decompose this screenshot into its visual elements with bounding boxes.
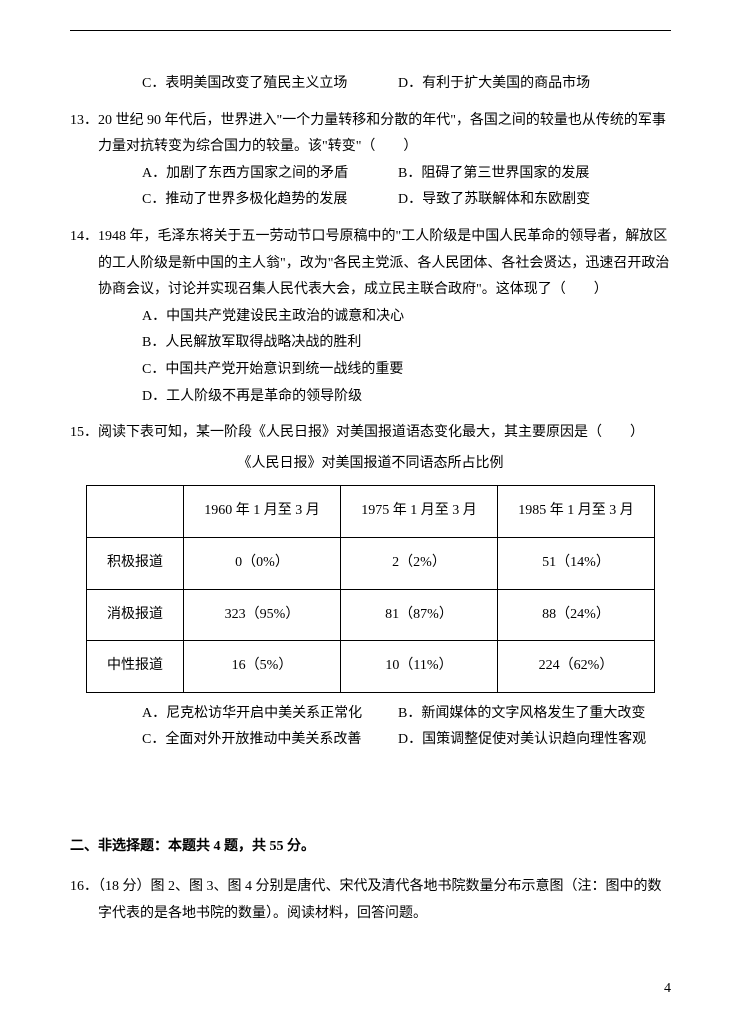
option-c: C．推动了世界多极化趋势的发展 (142, 187, 398, 214)
question-13: 13．20 世纪 90 年代后，世界进入"一个力量转移和分散的年代"，各国之间的… (70, 108, 671, 214)
page-number: 4 (664, 976, 671, 1003)
question-stem: 14．1948 年，毛泽东将关于五一劳动节口号原稿中的"工人阶级是中国人民革命的… (70, 224, 671, 304)
table-cell: 323（95%） (184, 589, 341, 641)
table-cell: 中性报道 (87, 641, 184, 693)
table-row: 消极报道 323（95%） 81（87%） 88（24%） (87, 589, 655, 641)
option-d: D．有利于扩大美国的商品市场 (398, 71, 590, 98)
option-a: A．中国共产党建设民主政治的诚意和决心 (70, 304, 671, 331)
table-cell: 88（24%） (498, 589, 655, 641)
question-stem: 16．（18 分）图 2、图 3、图 4 分别是唐代、宋代及清代各地书院数量分布… (70, 874, 671, 927)
option-row: A．加剧了东西方国家之间的矛盾 B．阻碍了第三世界国家的发展 (70, 161, 671, 188)
question-stem: 15．阅读下表可知，某一阶段《人民日报》对美国报道语态变化最大，其主要原因是（ … (70, 420, 671, 447)
header-rule (70, 30, 671, 31)
report-ratio-table: 1960 年 1 月至 3 月 1975 年 1 月至 3 月 1985 年 1… (86, 485, 655, 692)
table-cell: 10（11%） (341, 641, 498, 693)
table-title: 《人民日报》对美国报道不同语态所占比例 (70, 451, 671, 478)
table-cell (87, 486, 184, 538)
options-vertical: A．中国共产党建设民主政治的诚意和决心 B．人民解放军取得战略决战的胜利 C．中… (70, 304, 671, 410)
table-cell: 1975 年 1 月至 3 月 (341, 486, 498, 538)
option-row: C．全面对外开放推动中美关系改善 D．国策调整促使对美认识趋向理性客观 (70, 727, 671, 754)
option-c: C．表明美国改变了殖民主义立场 (142, 71, 398, 98)
table-cell: 1960 年 1 月至 3 月 (184, 486, 341, 538)
table-cell: 0（0%） (184, 537, 341, 589)
table-row: 中性报道 16（5%） 10（11%） 224（62%） (87, 641, 655, 693)
option-c: C．全面对外开放推动中美关系改善 (142, 727, 398, 754)
table-cell: 51（14%） (498, 537, 655, 589)
question-stem: 13．20 世纪 90 年代后，世界进入"一个力量转移和分散的年代"，各国之间的… (70, 108, 671, 161)
table-cell: 2（2%） (341, 537, 498, 589)
question-16: 16．（18 分）图 2、图 3、图 4 分别是唐代、宋代及清代各地书院数量分布… (70, 874, 671, 927)
option-a: A．加剧了东西方国家之间的矛盾 (142, 161, 398, 188)
section-2-title: 二、非选择题：本题共 4 题，共 55 分。 (70, 834, 671, 861)
question-15: 15．阅读下表可知，某一阶段《人民日报》对美国报道语态变化最大，其主要原因是（ … (70, 420, 671, 754)
table-cell: 81（87%） (341, 589, 498, 641)
option-d: D．导致了苏联解体和东欧剧变 (398, 187, 590, 214)
table-cell: 消极报道 (87, 589, 184, 641)
option-row: C．推动了世界多极化趋势的发展 D．导致了苏联解体和东欧剧变 (70, 187, 671, 214)
table-header-row: 1960 年 1 月至 3 月 1975 年 1 月至 3 月 1985 年 1… (87, 486, 655, 538)
option-b: B．新闻媒体的文字风格发生了重大改变 (398, 701, 645, 728)
option-b: B．阻碍了第三世界国家的发展 (398, 161, 589, 188)
option-c: C．中国共产党开始意识到统一战线的重要 (70, 357, 671, 384)
question-12-options: C．表明美国改变了殖民主义立场 D．有利于扩大美国的商品市场 (70, 71, 671, 98)
option-d: D．国策调整促使对美认识趋向理性客观 (398, 727, 646, 754)
option-row: A．尼克松访华开启中美关系正常化 B．新闻媒体的文字风格发生了重大改变 (70, 701, 671, 728)
option-row: C．表明美国改变了殖民主义立场 D．有利于扩大美国的商品市场 (70, 71, 671, 98)
table-row: 积极报道 0（0%） 2（2%） 51（14%） (87, 537, 655, 589)
page-container: C．表明美国改变了殖民主义立场 D．有利于扩大美国的商品市场 13．20 世纪 … (0, 0, 741, 1029)
question-14: 14．1948 年，毛泽东将关于五一劳动节口号原稿中的"工人阶级是中国人民革命的… (70, 224, 671, 410)
option-a: A．尼克松访华开启中美关系正常化 (142, 701, 398, 728)
option-d: D．工人阶级不再是革命的领导阶级 (70, 384, 671, 411)
table-cell: 224（62%） (498, 641, 655, 693)
table-cell: 16（5%） (184, 641, 341, 693)
table-cell: 积极报道 (87, 537, 184, 589)
option-b: B．人民解放军取得战略决战的胜利 (70, 330, 671, 357)
table-cell: 1985 年 1 月至 3 月 (498, 486, 655, 538)
